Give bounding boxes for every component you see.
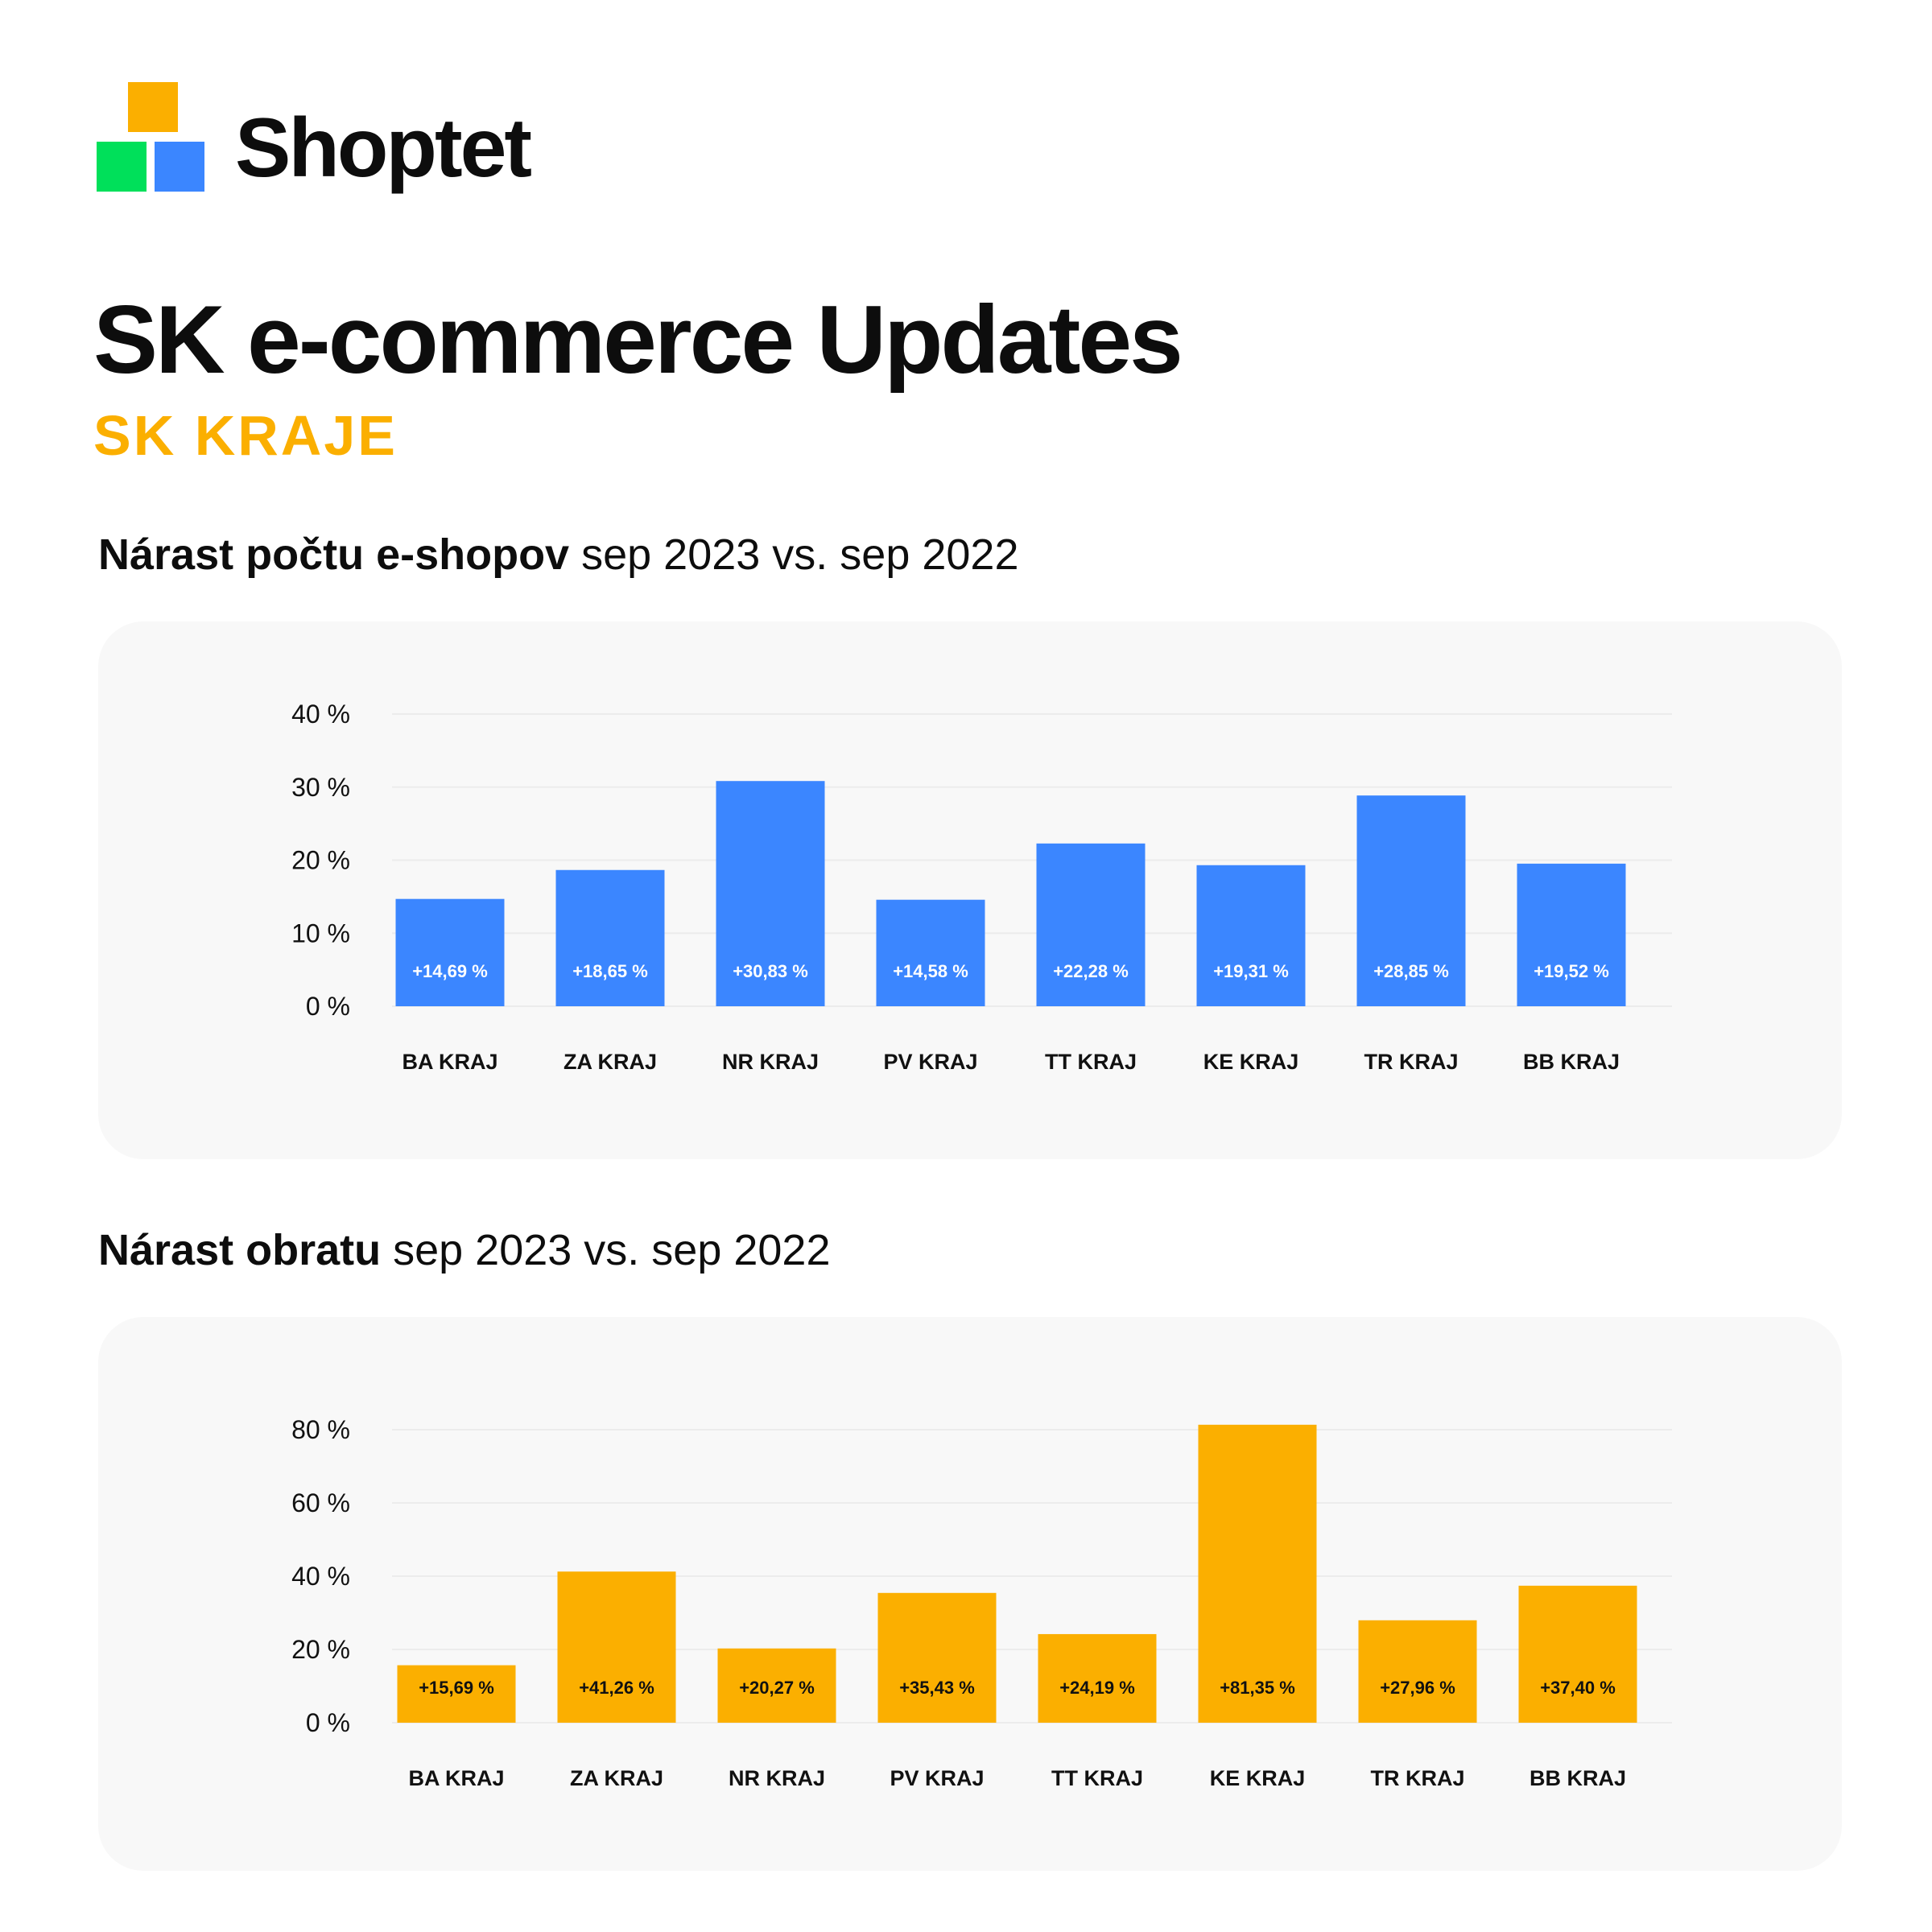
- data-label: +22,28 %: [1053, 961, 1129, 981]
- x-category-label: BA KRAJ: [408, 1766, 504, 1790]
- y-tick-label: 0 %: [306, 1708, 350, 1737]
- logo-square-blue: [155, 142, 204, 192]
- page-title: SK e-commerce Updates: [93, 286, 1183, 394]
- data-label: +19,31 %: [1213, 961, 1289, 981]
- data-label: +14,69 %: [412, 961, 488, 981]
- chart-card-turnover: 0 % 20 % 40 % 60 % 80 % +15,69 % BA KRAJ +41,26…: [98, 1317, 1842, 1871]
- bar-ba-kraj: [397, 1665, 516, 1723]
- section-heading-period: sep 2023 vs. sep 2022: [569, 530, 1019, 579]
- bar-bb-kraj: [1517, 863, 1626, 1006]
- x-category-label: ZA KRAJ: [570, 1766, 663, 1790]
- x-category-label: PV KRAJ: [890, 1766, 984, 1790]
- bar-nr-kraj: [716, 781, 825, 1006]
- bar-pv-kraj: [877, 1592, 997, 1723]
- x-category-label: BB KRAJ: [1523, 1050, 1620, 1074]
- bar-pv-kraj: [876, 899, 985, 1006]
- bar-za-kraj: [555, 869, 665, 1006]
- x-category-label: TR KRAJ: [1370, 1766, 1464, 1790]
- section-heading-bold: Nárast obratu: [98, 1226, 382, 1274]
- data-label: +37,40 %: [1540, 1678, 1616, 1698]
- data-label: +35,43 %: [899, 1678, 975, 1698]
- y-tick-label: 40 %: [291, 1562, 350, 1591]
- bar-tt-kraj: [1038, 1633, 1157, 1723]
- y-tick-label: 20 %: [291, 1635, 350, 1664]
- data-label: +24,19 %: [1059, 1678, 1135, 1698]
- bar-tr-kraj: [1356, 795, 1466, 1006]
- x-category-label: ZA KRAJ: [564, 1050, 657, 1074]
- bar-tr-kraj: [1358, 1620, 1477, 1723]
- y-tick-label: 10 %: [291, 919, 350, 947]
- data-label: +15,69 %: [419, 1678, 494, 1698]
- page-subtitle: SK KRAJE: [93, 404, 398, 467]
- x-category-label: NR KRAJ: [729, 1766, 825, 1790]
- bar-nr-kraj: [717, 1648, 836, 1723]
- bar-ke-kraj: [1196, 865, 1306, 1006]
- bar-bb-kraj: [1518, 1585, 1637, 1723]
- x-category-label: BA KRAJ: [402, 1050, 497, 1074]
- x-category-label: PV KRAJ: [883, 1050, 977, 1074]
- bar-ke-kraj: [1198, 1424, 1317, 1723]
- x-category-label: TR KRAJ: [1364, 1050, 1458, 1074]
- x-category-label: NR KRAJ: [722, 1050, 819, 1074]
- data-label: +18,65 %: [572, 961, 648, 981]
- section-heading-period: sep 2023 vs. sep 2022: [381, 1226, 831, 1274]
- data-label: +28,85 %: [1373, 961, 1449, 981]
- x-category-label: TT KRAJ: [1051, 1766, 1143, 1790]
- x-category-label: KE KRAJ: [1210, 1766, 1306, 1790]
- y-tick-label: 80 %: [291, 1415, 350, 1444]
- section-heading-bold: Nárast počtu e-shopov: [98, 530, 570, 579]
- y-tick-label: 30 %: [291, 773, 350, 802]
- y-tick-label: 60 %: [291, 1488, 350, 1517]
- bar-za-kraj: [557, 1571, 676, 1723]
- data-label: +14,58 %: [893, 961, 968, 981]
- logo-square-green: [97, 142, 147, 192]
- bar-chart-turnover: 0 % 20 % 40 % 60 % 80 % +15,69 % BA KRAJ +41,26…: [291, 1415, 1672, 1790]
- data-label: +81,35 %: [1220, 1678, 1295, 1698]
- y-tick-label: 40 %: [291, 700, 350, 729]
- section-heading-turnover: Nárast obratu sep 2023 vs. sep 2022: [98, 1228, 831, 1272]
- bar-tt-kraj: [1036, 843, 1146, 1006]
- data-label: +30,83 %: [733, 961, 808, 981]
- chart-card-eshops: 0 % 10 % 20 % 30 % 40 % +14,69 % BA KRAJ +18,65…: [98, 621, 1842, 1159]
- y-tick-label: 20 %: [291, 846, 350, 875]
- section-heading-eshops: Nárast počtu e-shopov sep 2023 vs. sep 2…: [98, 533, 1019, 576]
- data-label: +41,26 %: [579, 1678, 654, 1698]
- data-label: +27,96 %: [1380, 1678, 1455, 1698]
- x-category-label: KE KRAJ: [1203, 1050, 1299, 1074]
- brand-name: Shoptet: [235, 101, 532, 195]
- shoptet-logo: Shoptet: [97, 82, 580, 211]
- data-label: +20,27 %: [739, 1678, 815, 1698]
- data-label: +19,52 %: [1534, 961, 1609, 981]
- y-tick-label: 0 %: [306, 992, 350, 1021]
- x-category-label: TT KRAJ: [1045, 1050, 1137, 1074]
- bar-chart-eshops: 0 % 10 % 20 % 30 % 40 % +14,69 % BA KRAJ +18,65…: [291, 700, 1672, 1074]
- x-category-label: BB KRAJ: [1530, 1766, 1626, 1790]
- logo-square-orange: [128, 82, 178, 132]
- bar-ba-kraj: [395, 898, 505, 1006]
